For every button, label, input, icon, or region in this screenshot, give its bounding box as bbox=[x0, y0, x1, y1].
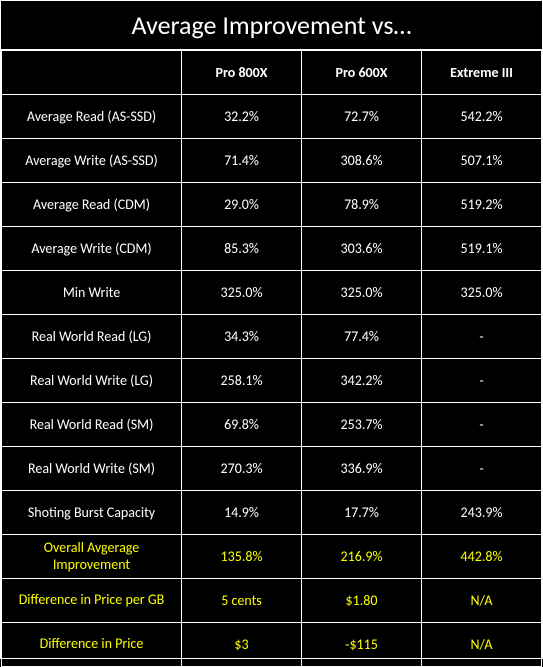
row-label: Overall Avgerage Improvement bbox=[2, 535, 182, 579]
table-title: Average Improvement vs… bbox=[1, 1, 542, 50]
table-row: Real World Read (SM)69.8%253.7%- bbox=[2, 403, 542, 447]
cell-value: 71.4% bbox=[182, 139, 302, 183]
comparison-table: Pro 800X Pro 600X Extreme III Average Re… bbox=[1, 50, 542, 667]
table-row: Average Write (CDM)85.3%303.6%519.1% bbox=[2, 227, 542, 271]
cell-value: - bbox=[422, 315, 542, 359]
table-row: Average Read (CDM)29.0%78.9%519.2% bbox=[2, 183, 542, 227]
row-label: Average Read (AS-SSD) bbox=[2, 95, 182, 139]
cell-value: 336.9% bbox=[302, 447, 422, 491]
col-header-metric bbox=[2, 51, 182, 95]
cell-value: 258.1% bbox=[182, 359, 302, 403]
cell-value: 5 cents bbox=[182, 579, 302, 623]
cell-value: 32.2% bbox=[182, 95, 302, 139]
cell-value: $3 bbox=[182, 623, 302, 667]
cell-value: 14.9% bbox=[182, 491, 302, 535]
cell-value: 29.0% bbox=[182, 183, 302, 227]
row-label: Real World Write (SM) bbox=[2, 447, 182, 491]
row-label: Shoting Burst Capacity bbox=[2, 491, 182, 535]
cell-value: 216.9% bbox=[302, 535, 422, 579]
cell-value: 519.2% bbox=[422, 183, 542, 227]
cell-value: 519.1% bbox=[422, 227, 542, 271]
cell-value: 542.2% bbox=[422, 95, 542, 139]
col-header-extreme3: Extreme III bbox=[422, 51, 542, 95]
cell-value: 325.0% bbox=[302, 271, 422, 315]
cell-value: 270.3% bbox=[182, 447, 302, 491]
col-header-pro800x: Pro 800X bbox=[182, 51, 302, 95]
cell-value: 303.6% bbox=[302, 227, 422, 271]
table-row: Average Write (AS-SSD)71.4%308.6%507.1% bbox=[2, 139, 542, 183]
table-row: Real World Write (SM)270.3%336.9%- bbox=[2, 447, 542, 491]
cell-value: 34.3% bbox=[182, 315, 302, 359]
table-row: Min Write325.0%325.0%325.0% bbox=[2, 271, 542, 315]
cell-value: $1.80 bbox=[302, 579, 422, 623]
table-row: Average Read (AS-SSD)32.2%72.7%542.2% bbox=[2, 95, 542, 139]
cell-value: 135.8% bbox=[182, 535, 302, 579]
row-label: Min Write bbox=[2, 271, 182, 315]
cell-value: 325.0% bbox=[182, 271, 302, 315]
row-label: Average Read (CDM) bbox=[2, 183, 182, 227]
table-row: Real World Read (LG)34.3%77.4%- bbox=[2, 315, 542, 359]
cell-value: - bbox=[422, 359, 542, 403]
table-row: Difference in Price$3-$115N/A bbox=[2, 623, 542, 667]
cell-value: 85.3% bbox=[182, 227, 302, 271]
cell-value: 78.9% bbox=[302, 183, 422, 227]
cell-value: 77.4% bbox=[302, 315, 422, 359]
table-row: Real World Write (LG)258.1%342.2%- bbox=[2, 359, 542, 403]
cell-value: -$115 bbox=[302, 623, 422, 667]
cell-value: 72.7% bbox=[302, 95, 422, 139]
cell-value: 253.7% bbox=[302, 403, 422, 447]
row-label: Real World Read (SM) bbox=[2, 403, 182, 447]
cell-value: 308.6% bbox=[302, 139, 422, 183]
cell-value: 325.0% bbox=[422, 271, 542, 315]
cell-value: 17.7% bbox=[302, 491, 422, 535]
table-header-row: Pro 800X Pro 600X Extreme III bbox=[2, 51, 542, 95]
cell-value: - bbox=[422, 447, 542, 491]
row-label: Real World Write (LG) bbox=[2, 359, 182, 403]
cell-value: 342.2% bbox=[302, 359, 422, 403]
cell-value: 69.8% bbox=[182, 403, 302, 447]
table-row: Difference in Price per GB5 cents$1.80N/… bbox=[2, 579, 542, 623]
row-label: Real World Read (LG) bbox=[2, 315, 182, 359]
cell-value: N/A bbox=[422, 579, 542, 623]
table-body: Average Read (AS-SSD)32.2%72.7%542.2%Ave… bbox=[2, 95, 542, 667]
row-label: Average Write (CDM) bbox=[2, 227, 182, 271]
cell-value: - bbox=[422, 403, 542, 447]
table-row: Overall Avgerage Improvement135.8%216.9%… bbox=[2, 535, 542, 579]
cell-value: 243.9% bbox=[422, 491, 542, 535]
comparison-table-container: Average Improvement vs… Pro 800X Pro 600… bbox=[0, 0, 543, 659]
cell-value: 507.1% bbox=[422, 139, 542, 183]
cell-value: 442.8% bbox=[422, 535, 542, 579]
cell-value: N/A bbox=[422, 623, 542, 667]
row-label: Average Write (AS-SSD) bbox=[2, 139, 182, 183]
col-header-pro600x: Pro 600X bbox=[302, 51, 422, 95]
row-label: Difference in Price bbox=[2, 623, 182, 667]
table-row: Shoting Burst Capacity14.9%17.7%243.9% bbox=[2, 491, 542, 535]
row-label: Difference in Price per GB bbox=[2, 579, 182, 623]
